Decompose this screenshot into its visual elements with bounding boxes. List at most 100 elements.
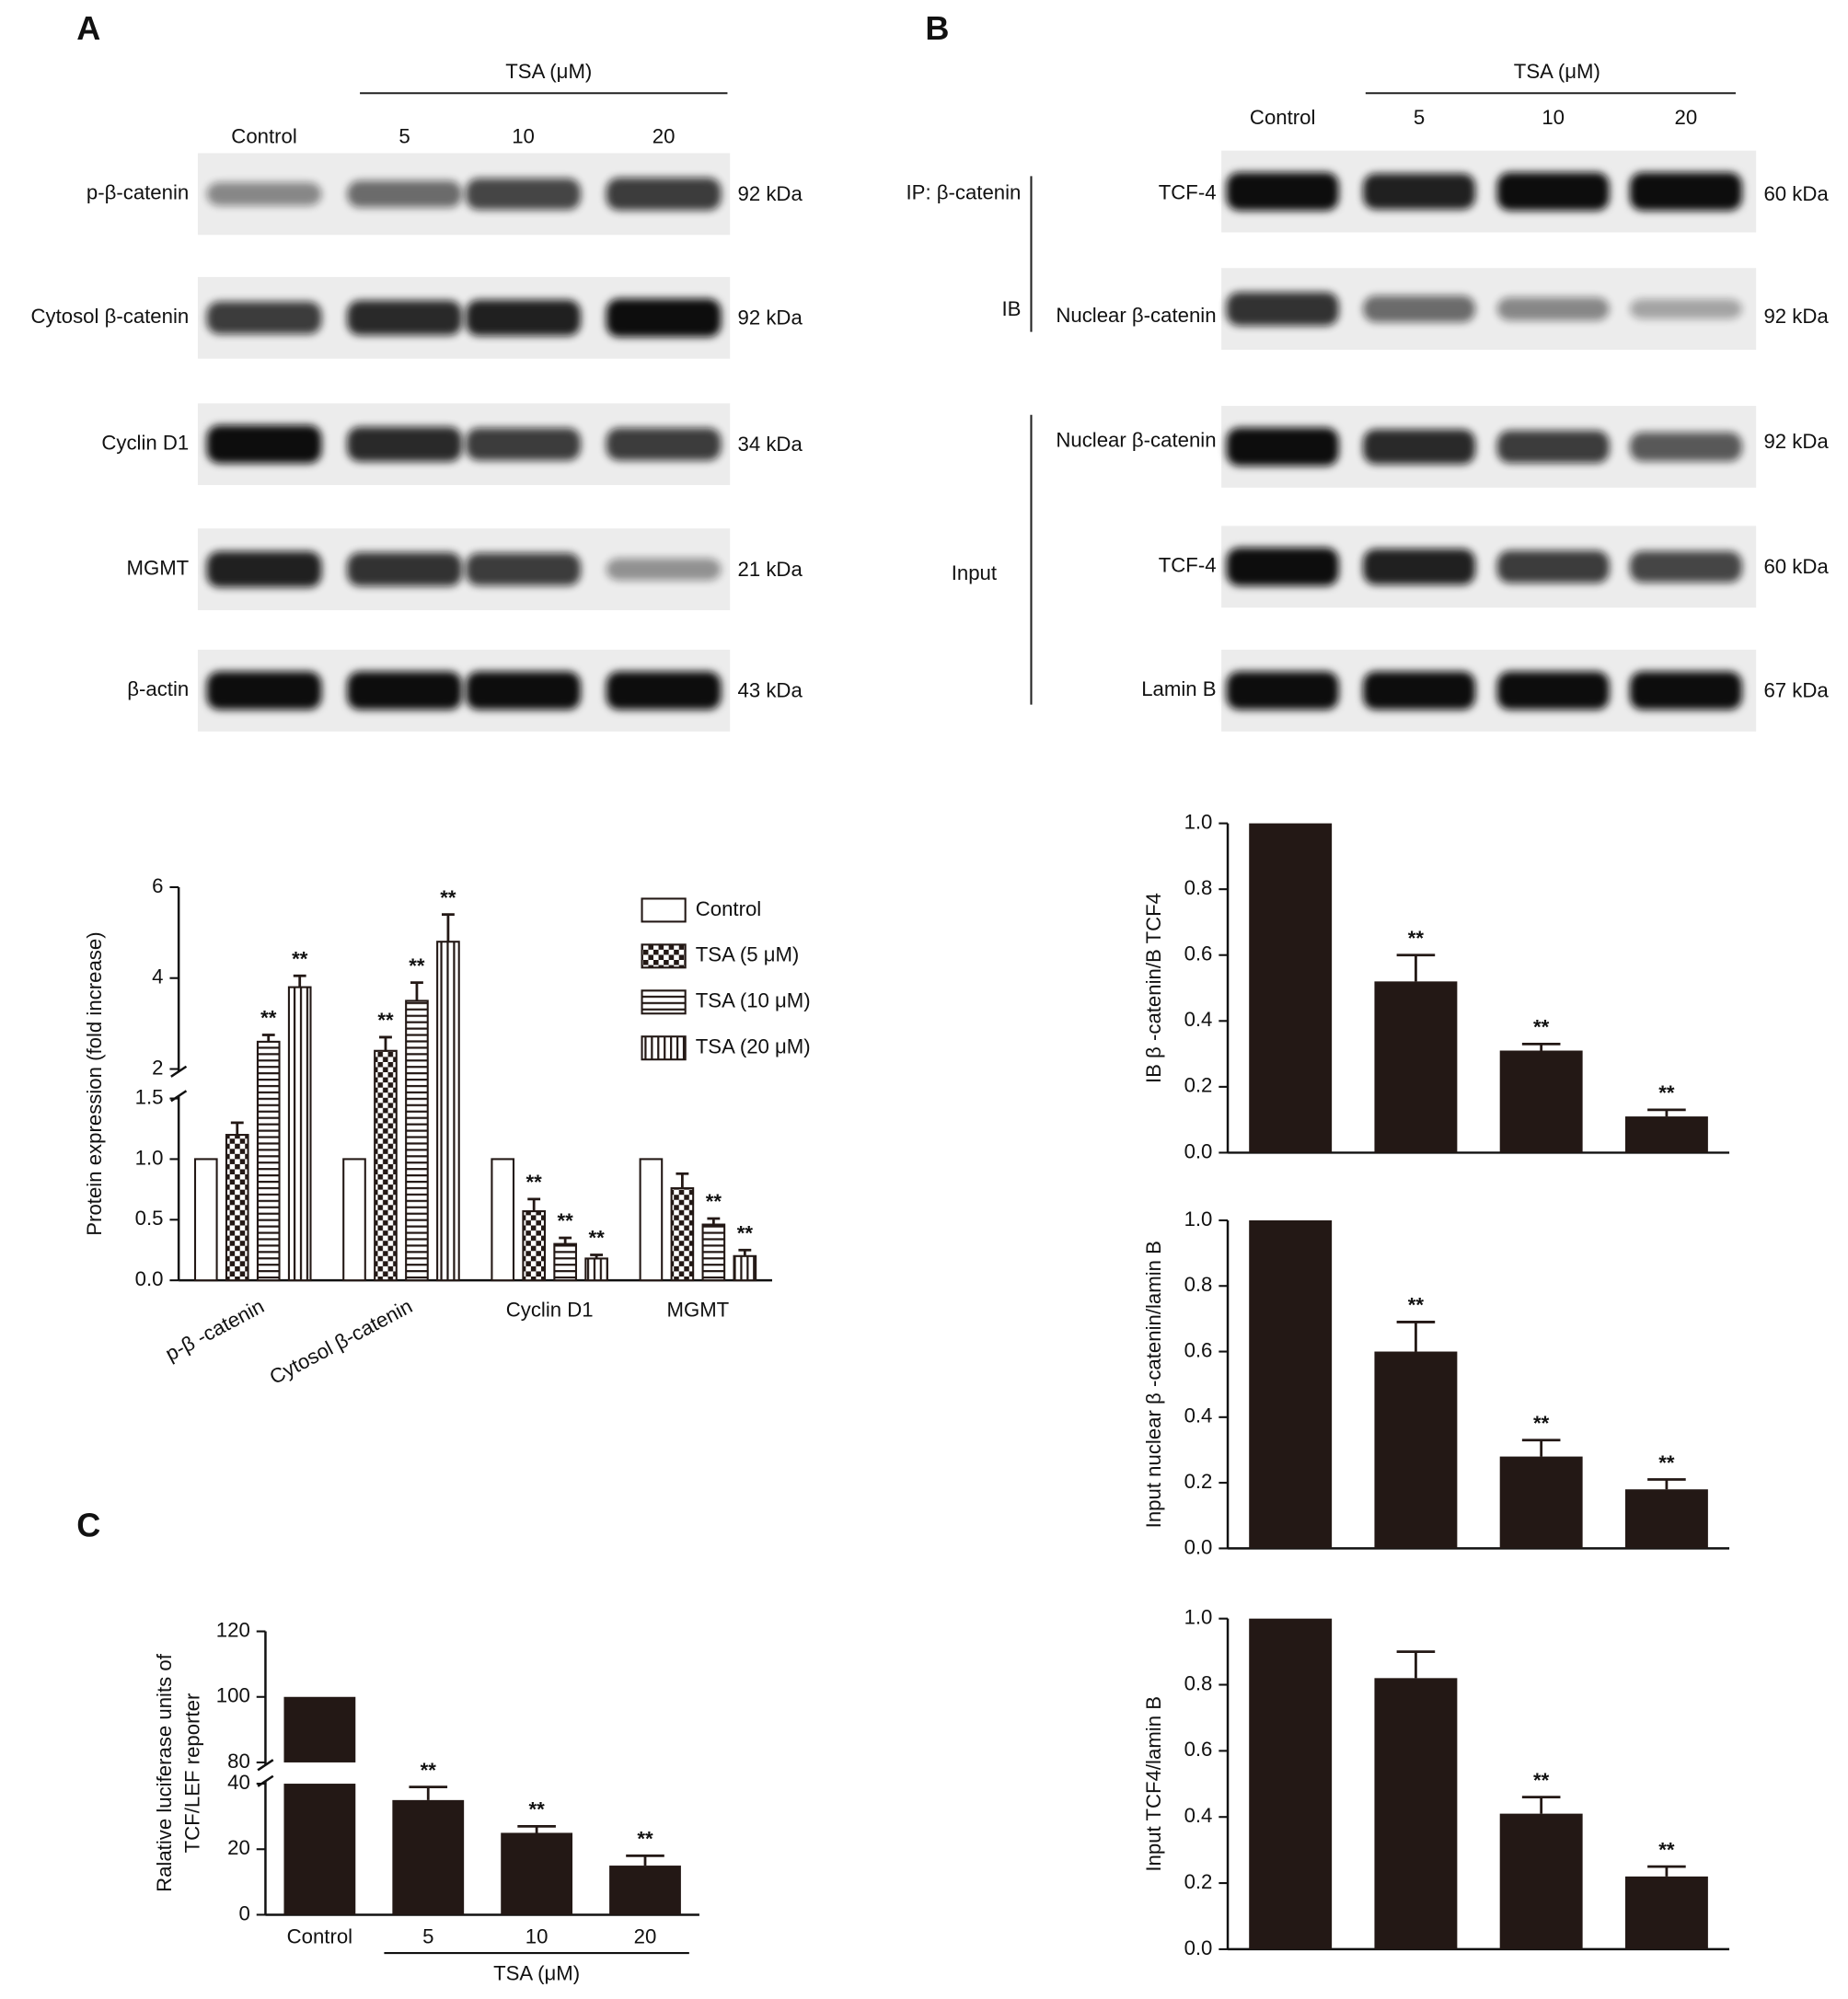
blot-band <box>1226 548 1339 586</box>
significance-label: ** <box>588 1227 605 1250</box>
significance-label: ** <box>558 1209 574 1232</box>
blot-band <box>1363 429 1476 465</box>
error-bar <box>1521 1796 1561 1814</box>
bar <box>701 1223 726 1282</box>
y-tick-label: 100 <box>216 1684 250 1707</box>
y-tick-label: 0.4 <box>1184 1804 1213 1827</box>
protein-label: Cyclin D1 <box>101 432 189 455</box>
error-bar <box>590 1254 604 1259</box>
error-bar <box>1396 1321 1436 1352</box>
significance-label: ** <box>292 947 308 970</box>
legend-label: TSA (10 μM) <box>696 989 811 1012</box>
size-label: 21 kDa <box>738 558 803 581</box>
significance-label: ** <box>1658 1451 1675 1474</box>
blot-band <box>206 551 322 588</box>
lane-label: Control <box>231 125 296 148</box>
blot-band <box>1629 432 1742 462</box>
y-tick-label: 0.8 <box>1184 1671 1213 1694</box>
blot-band <box>1226 172 1339 211</box>
y-tick-label: 80 <box>227 1750 250 1773</box>
y-tick-label: 1.0 <box>1184 810 1213 833</box>
bar-segment <box>283 1696 356 1762</box>
error-bar <box>293 974 306 988</box>
lane-label: 20 <box>1675 106 1698 129</box>
y-tick-label: 0.2 <box>1184 1870 1213 1893</box>
bar <box>1374 981 1458 1153</box>
ip-label: IP: β-catenin <box>906 181 1021 204</box>
bar <box>1624 1876 1708 1949</box>
y-tick-label: 1.0 <box>135 1146 164 1169</box>
blot-band <box>466 552 581 586</box>
x-tick-label: Cyclin D1 <box>506 1298 594 1321</box>
blot-band <box>466 427 581 461</box>
bar <box>522 1210 547 1282</box>
size-label: 60 kDa <box>1763 182 1829 205</box>
y-tick-label: 0.4 <box>1184 1008 1213 1031</box>
significance-label: ** <box>528 1798 545 1821</box>
significance-label: ** <box>706 1190 722 1213</box>
y-tick-label: 0.2 <box>1184 1074 1213 1097</box>
blot-band <box>347 180 462 208</box>
blot-band <box>606 671 722 711</box>
blot-band <box>1363 295 1476 323</box>
y-tick-label: 0.0 <box>1184 1139 1213 1162</box>
protein-label: p-β-catenin <box>87 181 189 204</box>
lane-label: 5 <box>1414 106 1425 129</box>
bar <box>256 1040 281 1282</box>
bar <box>1499 1050 1583 1153</box>
bar <box>287 986 312 1282</box>
x-tick-label: 5 <box>422 1924 433 1947</box>
group-label: TSA (μM) <box>505 60 592 83</box>
blot-band <box>1629 550 1742 583</box>
blot-band <box>466 671 581 711</box>
legend-swatch <box>641 989 687 1015</box>
error-bar <box>517 1824 556 1833</box>
y-tick-label: 0.6 <box>1184 1738 1213 1761</box>
legend-swatch <box>641 1035 687 1061</box>
y-tick-label: 0.8 <box>1184 876 1213 899</box>
protein-label: MGMT <box>127 556 190 579</box>
blot-band <box>347 426 462 462</box>
panel-label: C <box>76 1507 100 1544</box>
error-bar <box>676 1172 689 1189</box>
panel-label: B <box>925 9 949 47</box>
blot-band <box>1226 292 1339 326</box>
lane-label: 20 <box>653 125 676 148</box>
error-bar <box>527 1197 541 1212</box>
error-bar <box>410 981 423 1001</box>
input-label: Input <box>952 561 997 584</box>
blot-band <box>1629 172 1742 211</box>
blot-band <box>206 301 322 335</box>
bar <box>392 1799 465 1915</box>
bar <box>1624 1116 1708 1153</box>
error-bar <box>1396 953 1436 982</box>
x-tick-label: p-β -catenin <box>161 1294 267 1365</box>
size-label: 92 kDa <box>1763 305 1829 328</box>
blot-band <box>1629 298 1742 319</box>
y-tick-label: 0.2 <box>1184 1470 1213 1493</box>
y-axis-label: Input nuclear β -catenin/lamin B <box>1142 1241 1165 1528</box>
protein-label: Nuclear β-catenin <box>1056 304 1216 327</box>
error-bar <box>441 913 455 942</box>
legend-swatch <box>641 897 687 923</box>
significance-label: ** <box>440 886 456 909</box>
size-label: 34 kDa <box>738 433 803 456</box>
significance-label: ** <box>737 1221 754 1244</box>
y-tick-label: 1.0 <box>1184 1606 1213 1629</box>
bar <box>670 1186 695 1282</box>
significance-label: ** <box>1533 1412 1550 1435</box>
error-bar <box>707 1217 721 1225</box>
error-bar <box>1521 1439 1561 1457</box>
y-tick-label: 0 <box>238 1901 249 1924</box>
error-bar <box>1396 1650 1436 1679</box>
bar <box>1624 1489 1708 1549</box>
blot-band <box>206 424 322 464</box>
significance-label: ** <box>1658 1838 1675 1861</box>
bar <box>553 1242 577 1282</box>
blot-band <box>1226 671 1339 711</box>
bar <box>193 1158 218 1282</box>
size-label: 92 kDa <box>738 306 803 329</box>
lane-label: 5 <box>398 125 410 148</box>
error-bar <box>230 1121 244 1136</box>
